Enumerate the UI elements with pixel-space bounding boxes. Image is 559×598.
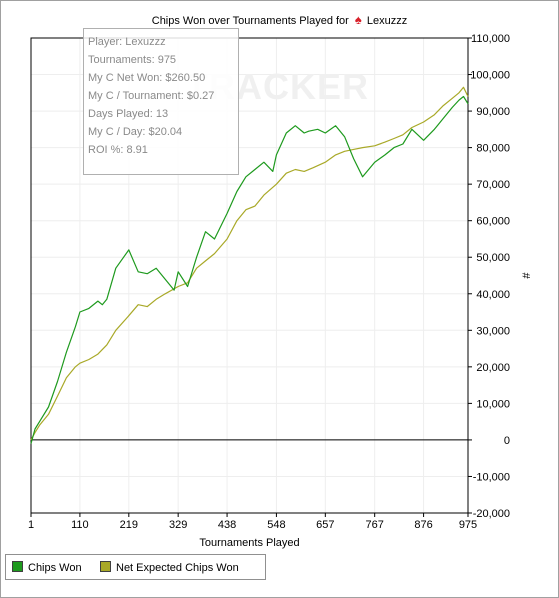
stat-line: Player: Lexuzzz <box>88 36 166 48</box>
stats-box: Player: Lexuzzz Tournaments: 975 My C Net … <box>83 28 239 175</box>
legend-swatch <box>100 561 111 572</box>
chart-title-prefix: Chips Won over Tournaments Played for <box>151 15 349 27</box>
legend: Chips Won Net Expected Chips Won <box>5 554 266 580</box>
series-line-chips-won <box>30 95 469 444</box>
y-tick-label: 80,000 <box>476 143 510 155</box>
x-tick-label: 329 <box>169 519 187 531</box>
y-tick-label: 40,000 <box>476 289 510 301</box>
y-tick-label: -10,000 <box>473 471 510 483</box>
y-tick-label: 110,000 <box>471 33 510 45</box>
x-tick-label: 548 <box>267 519 285 531</box>
stat-line: Tournaments: 975 <box>88 54 177 66</box>
stat-line: ROI %: 8.91 <box>88 144 148 156</box>
y-tick-label: 100,000 <box>470 70 510 82</box>
chart-title-player: Lexuzzz <box>366 15 408 27</box>
x-tick-label: 110 <box>71 519 89 531</box>
x-tick-label: 975 <box>459 519 477 531</box>
x-tick-label: 219 <box>120 519 138 531</box>
y-tick-label: 90,000 <box>476 106 510 118</box>
x-tick-label: 876 <box>414 519 432 531</box>
y-tick-label: 60,000 <box>476 216 510 228</box>
stat-line: Days Played: 13 <box>88 108 169 120</box>
stat-line: My C / Tournament: $0.27 <box>88 90 215 102</box>
x-tick-label: 1 <box>28 519 34 531</box>
x-axis-title: Tournaments Played <box>199 537 299 549</box>
x-tick-label: 657 <box>316 519 334 531</box>
stat-line: My C / Day: $20.04 <box>88 126 183 138</box>
legend-swatch <box>12 561 23 572</box>
y-tick-label: 0 <box>504 435 510 447</box>
x-tick-label: 438 <box>218 519 236 531</box>
y-tick-label: 10,000 <box>476 398 510 410</box>
legend-item: Chips Won <box>12 561 82 574</box>
y-tick-label: 20,000 <box>476 362 510 374</box>
y-tick-label: 30,000 <box>476 325 510 337</box>
legend-label: Net Expected Chips Won <box>116 562 239 574</box>
legend-item: Net Expected Chips Won <box>100 561 239 574</box>
x-tick-label: 767 <box>365 519 383 531</box>
spade-icon: ♠ <box>354 12 362 27</box>
y-tick-label: 70,000 <box>476 179 510 191</box>
legend-label: Chips Won <box>28 562 82 574</box>
chart-title: Chips Won over Tournaments Played for ♠ … <box>0 13 559 28</box>
plot-area <box>30 37 469 514</box>
stat-line: My C Net Won: $260.50 <box>88 72 206 84</box>
y-tick-label: -20,000 <box>473 508 510 520</box>
y-tick-label: 50,000 <box>476 252 510 264</box>
y-axis-title: # <box>521 272 533 279</box>
series-line-net-expected-chips-won <box>30 86 469 441</box>
